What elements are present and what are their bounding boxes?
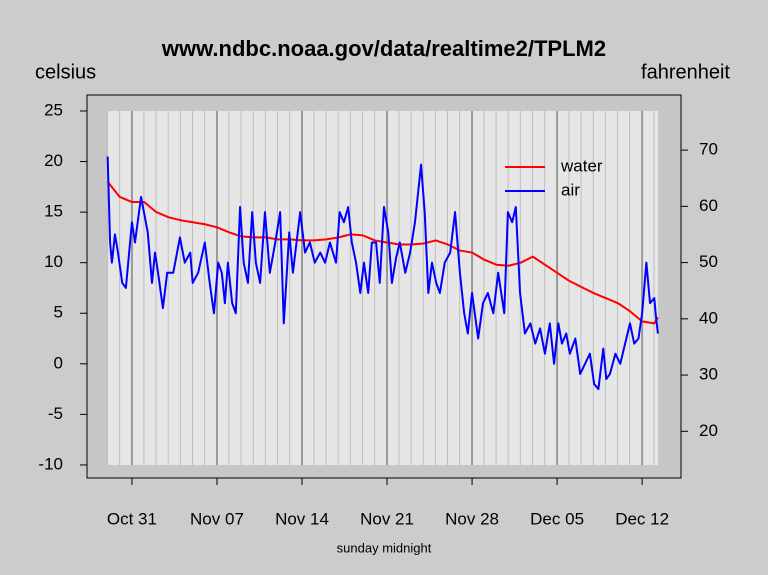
y2-tick-label: 40	[699, 308, 718, 327]
y-tick-label: -10	[38, 454, 63, 473]
y-tick-label: 25	[44, 100, 63, 119]
y-tick-label: -5	[48, 404, 63, 423]
y-axis-label: celsius	[35, 61, 96, 83]
y2-tick-label: 50	[699, 252, 718, 271]
data-line	[106, 181, 659, 325]
y-tick-label: 0	[54, 353, 63, 372]
y-tick-label: 15	[44, 202, 63, 221]
x-tick-label: Nov 07	[190, 509, 244, 528]
y-tick-label: 20	[44, 151, 63, 170]
x-tick-label: Nov 14	[275, 509, 329, 528]
x-tick-label: Dec 12	[615, 509, 669, 528]
legend-label: air	[561, 180, 580, 199]
daily-grid	[107, 111, 658, 465]
y2-tick-label: 70	[699, 140, 718, 159]
x-tick-label: Nov 28	[445, 509, 499, 528]
chart-title: www.ndbc.noaa.gov/data/realtime2/TPLM2	[161, 36, 606, 61]
y2-axis-label: fahrenheit	[641, 61, 730, 83]
legend-label: water	[560, 156, 603, 175]
y2-tick-label: 60	[699, 196, 718, 215]
y-tick-label: 10	[44, 252, 63, 271]
x-tick-label: Nov 21	[360, 509, 414, 528]
plot-border	[86, 94, 682, 479]
y2-tick-label: 20	[699, 421, 718, 440]
x-tick-label: Dec 05	[530, 509, 584, 528]
x-axis-label: sunday midnight	[337, 540, 432, 555]
x-tick-label: Oct 31	[107, 509, 157, 528]
y-tick-label: 5	[54, 303, 63, 322]
y2-tick-label: 30	[699, 365, 718, 384]
data-line	[106, 156, 659, 391]
